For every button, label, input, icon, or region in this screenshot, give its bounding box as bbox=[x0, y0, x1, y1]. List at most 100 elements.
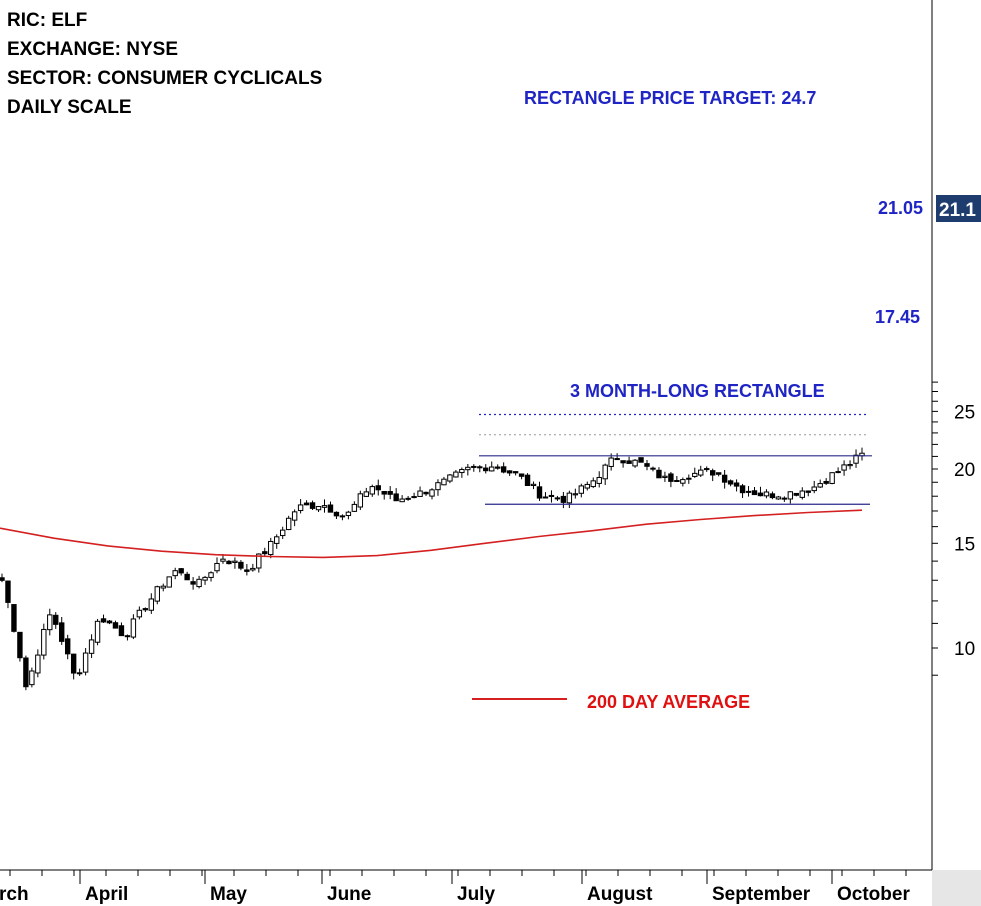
candle-down bbox=[393, 493, 399, 502]
candle-up bbox=[817, 483, 823, 488]
candle-down bbox=[524, 474, 531, 487]
candle-down bbox=[106, 620, 113, 624]
candle-down bbox=[727, 480, 734, 485]
candle-up bbox=[692, 472, 698, 477]
candle-up bbox=[220, 558, 226, 562]
candle-down bbox=[709, 470, 716, 476]
candle-up bbox=[399, 498, 405, 503]
candle-up bbox=[339, 515, 346, 518]
last-price-badge bbox=[936, 195, 981, 222]
candle-up bbox=[566, 492, 573, 504]
ma-200-line bbox=[0, 509, 863, 559]
candle-down bbox=[112, 622, 119, 629]
candle-up bbox=[489, 466, 495, 472]
candle-down bbox=[244, 569, 250, 572]
candle-down bbox=[53, 614, 59, 625]
x-month-label: September bbox=[712, 884, 811, 905]
candle-down bbox=[674, 480, 680, 483]
candle-up bbox=[47, 614, 53, 631]
y-tick-label: 20 bbox=[954, 460, 975, 481]
candle-up bbox=[345, 511, 352, 517]
candle-up bbox=[321, 505, 328, 508]
candle-down bbox=[542, 496, 549, 499]
candle-up bbox=[435, 482, 441, 491]
candle-up bbox=[279, 529, 286, 537]
candle-down bbox=[733, 482, 740, 487]
rectangle-bottom-label: 17.45 bbox=[875, 307, 920, 327]
candle-down bbox=[686, 477, 692, 480]
candle-down bbox=[560, 495, 567, 503]
candle-down bbox=[483, 467, 489, 472]
candle-up bbox=[202, 576, 208, 581]
price-axis-panel bbox=[932, 0, 981, 870]
x-month-label: October bbox=[837, 884, 910, 905]
candle-up bbox=[232, 560, 238, 563]
candle-down bbox=[620, 460, 626, 464]
candle-up bbox=[82, 652, 89, 673]
price-target-label: RECTANGLE PRICE TARGET: 24.7 bbox=[524, 88, 816, 108]
y-tick-label: 10 bbox=[954, 639, 975, 660]
candle-down bbox=[739, 485, 746, 494]
candle-down bbox=[0, 577, 5, 581]
candle-down bbox=[70, 653, 77, 674]
candle-up bbox=[650, 467, 656, 470]
candle-up bbox=[130, 618, 137, 638]
candle-down bbox=[512, 471, 519, 474]
candle-down bbox=[423, 491, 429, 495]
candle-down bbox=[238, 561, 244, 569]
candle-down bbox=[59, 622, 65, 642]
candle-up bbox=[41, 628, 47, 656]
candle-up bbox=[835, 471, 841, 474]
candle-up bbox=[572, 493, 579, 496]
candle-down bbox=[262, 551, 268, 555]
candle-down bbox=[333, 511, 340, 517]
candle-up bbox=[781, 497, 788, 500]
x-month-label: April bbox=[85, 884, 128, 905]
candle-down bbox=[100, 618, 107, 623]
candle-up bbox=[429, 489, 435, 497]
candle-up bbox=[662, 475, 668, 478]
candle-down bbox=[23, 657, 29, 688]
candle-down bbox=[769, 493, 776, 499]
candle-down bbox=[614, 458, 620, 461]
y-tick-label: 25 bbox=[954, 402, 975, 423]
x-month-label: rch bbox=[0, 884, 29, 905]
candle-down bbox=[64, 638, 71, 655]
candle-down bbox=[142, 608, 149, 611]
candle-down bbox=[471, 465, 477, 468]
candle-up bbox=[847, 464, 853, 467]
last-price-value: 21.1 bbox=[939, 200, 976, 221]
candle-up bbox=[256, 553, 262, 569]
candle-up bbox=[584, 483, 590, 489]
candle-up bbox=[608, 457, 614, 467]
candle-up bbox=[297, 504, 304, 512]
ma-legend-label: 200 DAY AVERAGE bbox=[587, 692, 750, 712]
candle-down bbox=[644, 463, 650, 467]
candle-up bbox=[477, 466, 483, 469]
y-tick-label: 15 bbox=[954, 534, 975, 555]
candle-down bbox=[494, 466, 501, 469]
candle-up bbox=[787, 491, 794, 500]
candle-down bbox=[118, 625, 125, 637]
candle-up bbox=[590, 480, 596, 488]
candle-up bbox=[285, 517, 292, 531]
candle-up bbox=[136, 609, 143, 618]
candle-up bbox=[172, 570, 178, 577]
candle-down bbox=[303, 502, 310, 506]
candle-up bbox=[351, 503, 358, 512]
candle-up bbox=[829, 472, 835, 484]
candle-down bbox=[548, 494, 555, 497]
candle-up bbox=[853, 454, 859, 464]
candle-down bbox=[751, 490, 758, 496]
info-ric: RIC: ELF bbox=[7, 10, 87, 31]
candle-down bbox=[626, 460, 632, 464]
candle-up bbox=[453, 471, 459, 478]
candle-down bbox=[554, 497, 561, 500]
candle-up bbox=[250, 567, 256, 571]
candle-up bbox=[680, 479, 686, 484]
info-scale: DAILY SCALE bbox=[7, 97, 132, 118]
candle-up bbox=[459, 468, 465, 474]
candle-up bbox=[148, 598, 155, 611]
candle-up bbox=[698, 469, 704, 476]
